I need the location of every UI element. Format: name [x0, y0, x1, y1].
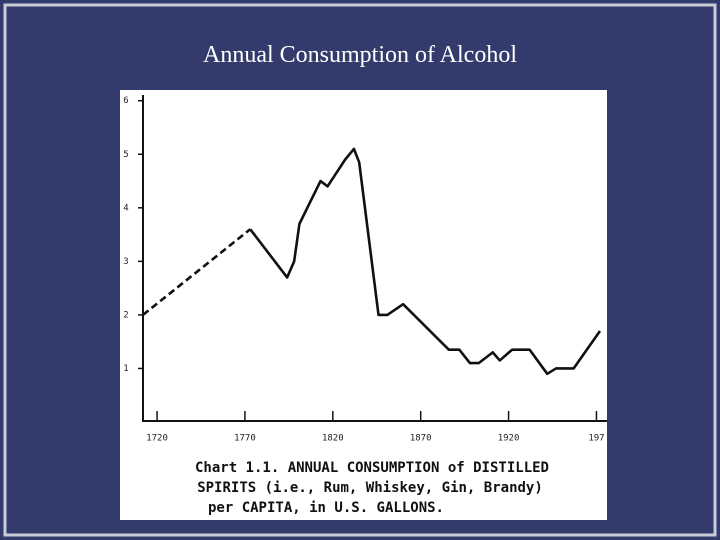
y-tick-label: 4 — [123, 203, 128, 213]
x-tick-label: 197 — [588, 434, 604, 444]
slide-title: Annual Consumption of Alcohol — [203, 42, 517, 68]
x-tick-label: 1920 — [498, 434, 520, 444]
x-tick-label: 1820 — [322, 434, 344, 444]
x-tick-label: 1870 — [410, 434, 432, 444]
chart-image — [120, 90, 607, 520]
y-tick-label: 2 — [123, 310, 128, 320]
caption-line: Chart 1.1. ANNUAL CONSUMPTION of DISTILL… — [195, 460, 549, 476]
y-tick-label: 6 — [123, 96, 128, 106]
y-tick-label: 1 — [123, 364, 128, 374]
x-tick-label: 1770 — [234, 434, 256, 444]
data-line — [249, 147, 602, 376]
slide-frame — [3, 3, 717, 537]
x-tick-label: 1720 — [146, 434, 168, 444]
caption-line: per CAPITA, in U.S. GALLONS. — [208, 500, 444, 516]
caption-line: SPIRITS (i.e., Rum, Whiskey, Gin, Brandy… — [197, 480, 543, 496]
y-tick-label: 3 — [123, 257, 128, 267]
data-line — [142, 228, 252, 316]
y-tick-label: 5 — [123, 150, 128, 160]
